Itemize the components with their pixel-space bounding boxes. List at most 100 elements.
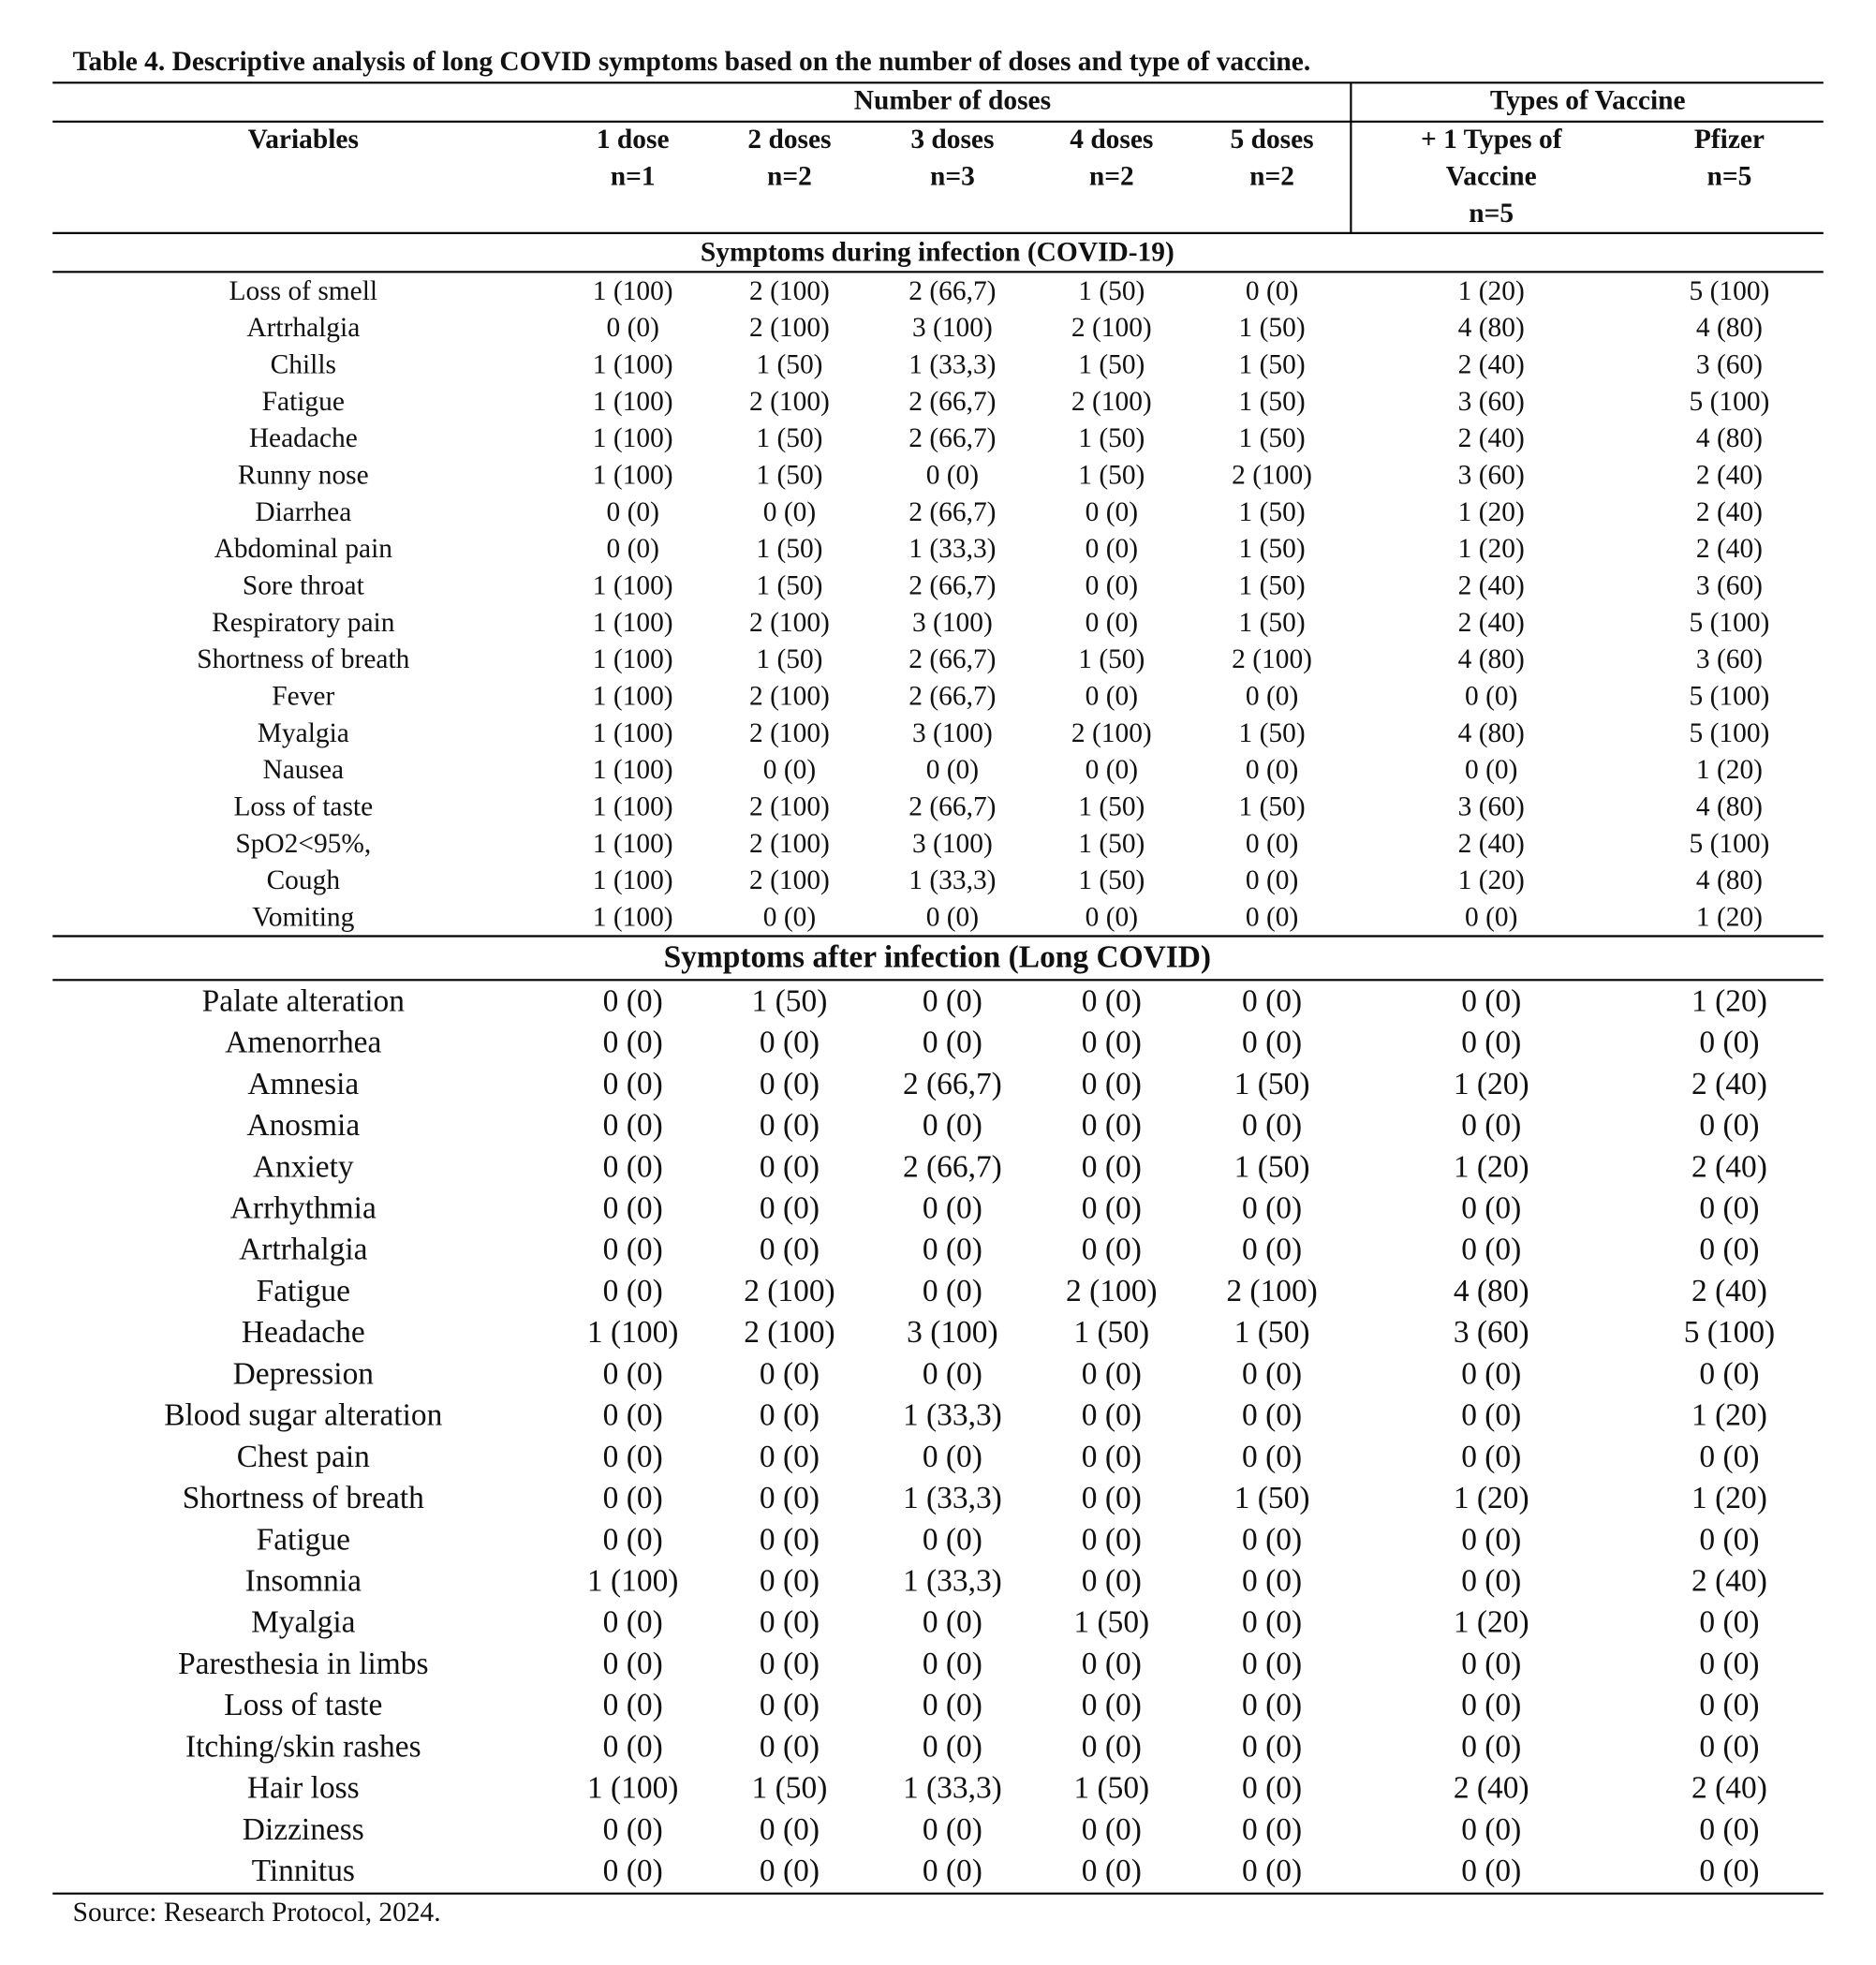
- table-cell: 0 (0): [603, 1149, 663, 1184]
- table-cell: 1 (50): [1073, 1771, 1149, 1806]
- table-cell: 1 (50): [1239, 571, 1306, 601]
- table-cell: 0 (0): [1465, 755, 1517, 785]
- table-cell: 2 (40): [1458, 571, 1525, 601]
- table-cell: 0 (0): [1086, 571, 1138, 601]
- table-cell: 0 (0): [760, 1605, 820, 1640]
- table-cell: 2 (100): [749, 682, 830, 712]
- table-cell: 0 (0): [923, 1108, 982, 1143]
- table-cell: 0 (0): [926, 903, 979, 933]
- table-cell: 1 (100): [593, 903, 673, 933]
- table-cell: 0 (0): [1461, 1729, 1521, 1764]
- table-cell: 0 (0): [603, 1605, 663, 1640]
- table-cell: 3 (60): [1458, 461, 1525, 491]
- table-cell: 0 (0): [760, 1812, 820, 1847]
- table-cell: 2 (100): [1071, 387, 1152, 417]
- row-label: Amnesia: [247, 1067, 359, 1101]
- table-cell: 0 (0): [1461, 1812, 1521, 1847]
- table-cell: 1 (50): [1234, 1149, 1310, 1184]
- table-cell: 1 (100): [593, 865, 673, 895]
- table-cell: 0 (0): [603, 1440, 663, 1474]
- table-cell: 1 (20): [1696, 755, 1763, 785]
- table-cell: 2 (66,7): [908, 792, 996, 822]
- row-label: Blood sugar alteration: [164, 1398, 442, 1433]
- row-label: Palate alteration: [202, 983, 406, 1018]
- table-cell: 0 (0): [1461, 1233, 1521, 1267]
- row-label: Shortness of breath: [183, 1481, 424, 1515]
- table-cell: 0 (0): [1461, 1398, 1521, 1433]
- table-cell: 1 (20): [1458, 534, 1525, 564]
- table-cell: 0 (0): [760, 1149, 820, 1184]
- table-cell: 0 (0): [1082, 1356, 1142, 1391]
- table-cell: 0 (0): [1461, 1191, 1521, 1226]
- table-cell: 2 (40): [1691, 1771, 1767, 1806]
- table-cell: 1 (50): [756, 423, 822, 453]
- table-cell: 0 (0): [1699, 1729, 1759, 1764]
- table-cell: 1 (100): [593, 461, 673, 491]
- table-cell: 2 (40): [1458, 423, 1525, 453]
- table-cell: 2 (100): [1071, 313, 1152, 343]
- table-cell: 0 (0): [603, 1398, 663, 1433]
- table-cell: 0 (0): [1086, 903, 1138, 933]
- table-cell: 2 (40): [1696, 461, 1763, 491]
- row-label: Myalgia: [258, 718, 349, 748]
- table-cell: 1 (50): [1078, 829, 1145, 859]
- column-header: n=2: [1249, 161, 1294, 191]
- table-cell: 0 (0): [1242, 1440, 1302, 1474]
- table-cell: 1 (33,3): [903, 1564, 1002, 1599]
- table-cell: 0 (0): [1246, 682, 1298, 712]
- table-cell: 3 (60): [1696, 571, 1763, 601]
- table-cell: 0 (0): [1082, 1729, 1142, 1764]
- table-cell: 1 (20): [1454, 1605, 1529, 1640]
- table-cell: 1 (50): [752, 1771, 828, 1806]
- table-cell: 1 (33,3): [908, 350, 996, 380]
- table-cell: 0 (0): [1246, 903, 1298, 933]
- table-cell: 0 (0): [1086, 755, 1138, 785]
- row-label: Myalgia: [251, 1605, 356, 1640]
- table-cell: 0 (0): [1465, 903, 1517, 933]
- table-cell: 1 (50): [752, 983, 828, 1018]
- table-cell: 0 (0): [1242, 1108, 1302, 1143]
- table-cell: 1 (50): [1073, 1315, 1149, 1350]
- table-cell: 2 (100): [749, 608, 830, 638]
- table-cell: 2 (40): [1691, 1067, 1767, 1101]
- table-cell: 5 (100): [1690, 387, 1770, 417]
- table-cell: 0 (0): [1699, 1233, 1759, 1267]
- table-cell: 0 (0): [763, 497, 816, 527]
- table-cell: 0 (0): [1086, 608, 1138, 638]
- table-cell: 1 (33,3): [908, 865, 996, 895]
- table-cell: 2 (100): [749, 313, 830, 343]
- table-cell: 0 (0): [1461, 1440, 1521, 1474]
- table-cell: 0 (0): [760, 1108, 820, 1143]
- table-cell: 1 (100): [593, 608, 673, 638]
- table-cell: 0 (0): [1082, 1440, 1142, 1474]
- table-cell: 0 (0): [1082, 983, 1142, 1018]
- table-cell: 3 (60): [1458, 387, 1525, 417]
- row-label: Loss of taste: [233, 792, 373, 822]
- table-cell: 0 (0): [760, 1564, 820, 1599]
- column-header: 1 dose: [597, 125, 670, 155]
- table-cell: 0 (0): [923, 1688, 982, 1722]
- table-cell: 4 (80): [1458, 718, 1525, 748]
- row-label: Anxiety: [253, 1149, 354, 1184]
- table-cell: 0 (0): [1242, 1854, 1302, 1888]
- table-cell: 2 (66,7): [908, 571, 996, 601]
- table-cell: 1 (50): [1239, 608, 1306, 638]
- row-label: Artrhalgia: [239, 1233, 368, 1267]
- table-cell: 1 (100): [587, 1564, 679, 1599]
- table-cell: 1 (50): [1078, 276, 1145, 306]
- table-cell: 1 (50): [1078, 792, 1145, 822]
- table-cell: 1 (100): [593, 423, 673, 453]
- table-cell: 1 (50): [1073, 1605, 1149, 1640]
- table-cell: 0 (0): [760, 1356, 820, 1391]
- table-cell: 2 (100): [749, 865, 830, 895]
- table-cell: 4 (80): [1454, 1274, 1529, 1308]
- row-label: Itching/skin rashes: [185, 1729, 421, 1764]
- table-cell: 1 (50): [1078, 644, 1145, 674]
- table-cell: 0 (0): [1699, 1026, 1759, 1060]
- table-cell: 0 (0): [926, 461, 979, 491]
- table-cell: 0 (0): [1242, 1026, 1302, 1060]
- table-cell: 2 (100): [749, 387, 830, 417]
- table-cell: 3 (60): [1696, 644, 1763, 674]
- table-cell: 0 (0): [1246, 829, 1298, 859]
